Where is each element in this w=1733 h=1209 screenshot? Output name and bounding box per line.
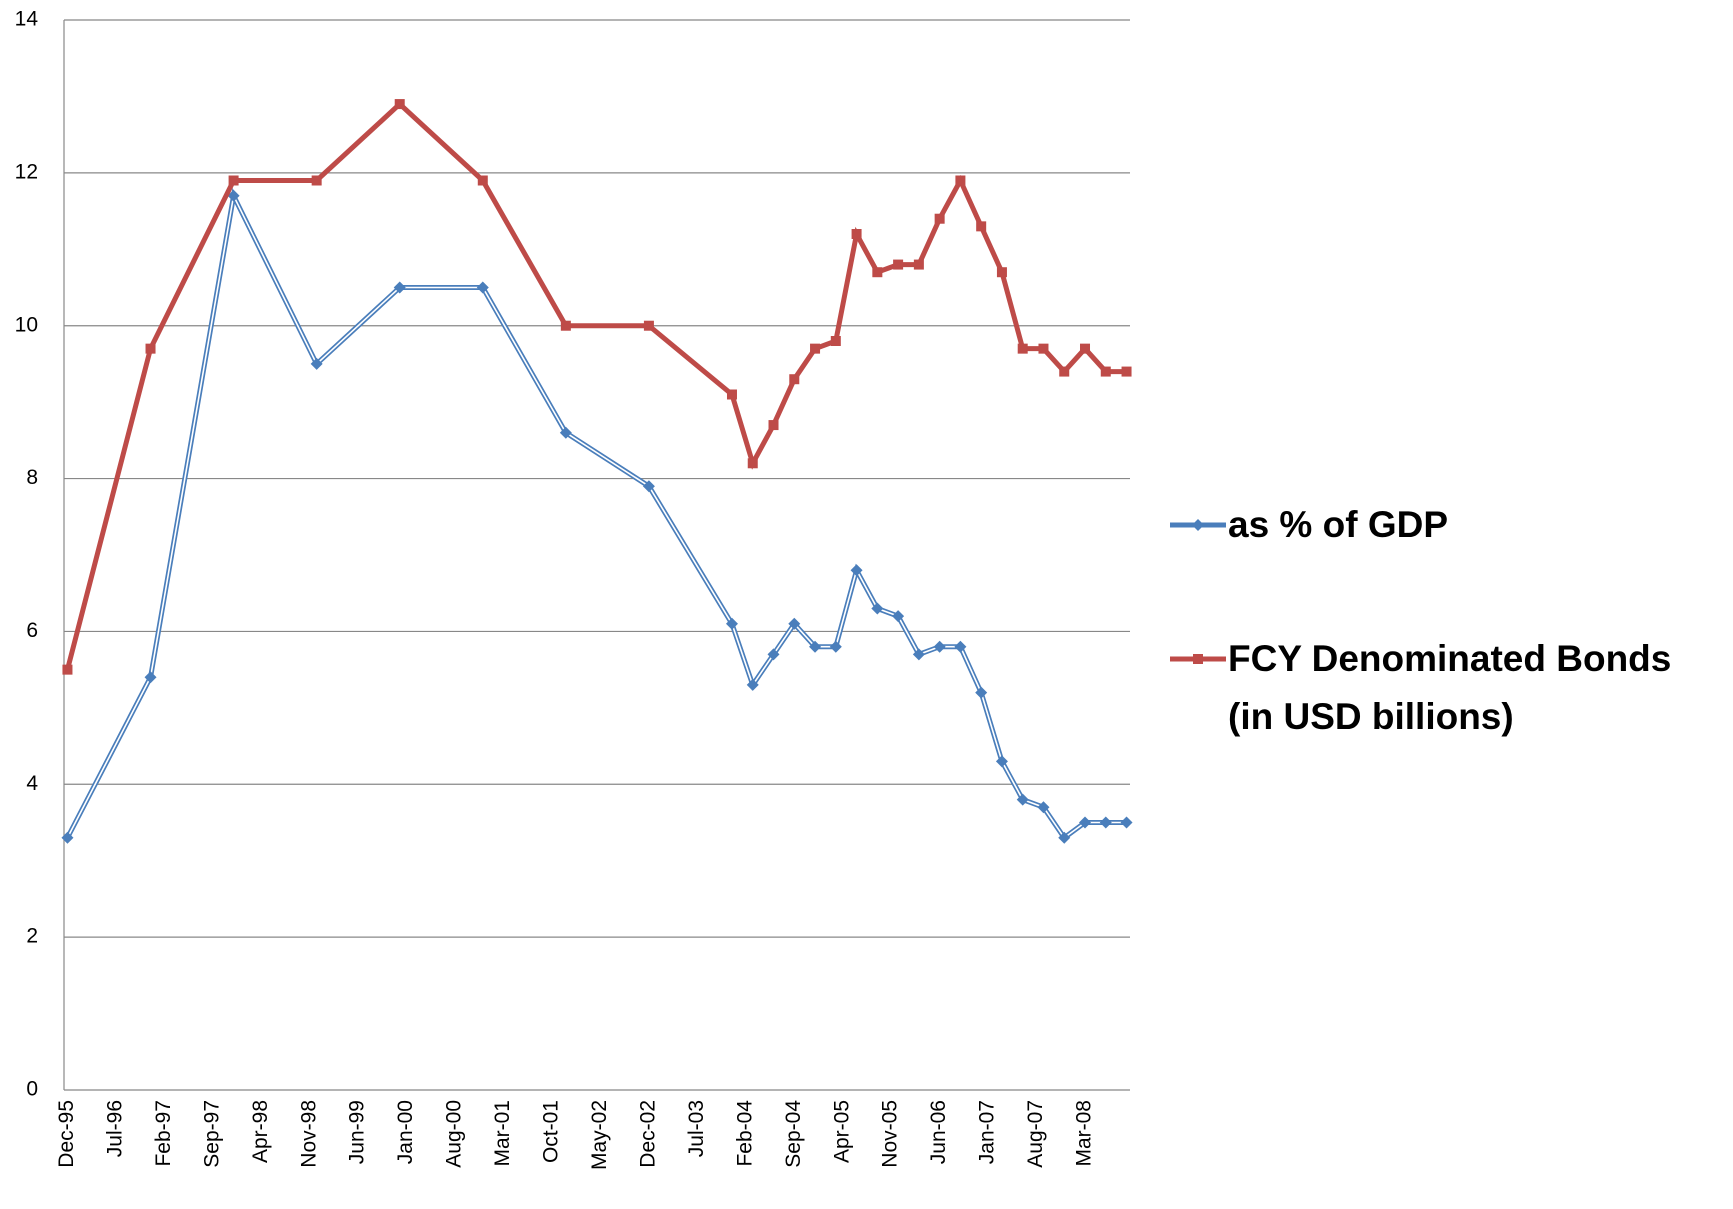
x-tick-label: Apr-98 <box>249 1100 272 1163</box>
legend-marker <box>1193 654 1203 664</box>
x-tick-label: Mar-08 <box>1073 1100 1096 1167</box>
marker <box>725 617 738 630</box>
marker <box>726 389 737 400</box>
marker <box>1037 801 1050 814</box>
y-tick-label: 2 <box>26 925 38 948</box>
marker <box>788 617 801 630</box>
marker <box>954 640 967 653</box>
x-tick-label: Mar-01 <box>491 1100 514 1167</box>
legend-marker <box>1192 519 1204 531</box>
marker <box>310 357 323 370</box>
marker <box>872 267 883 278</box>
marker <box>394 99 405 110</box>
x-tick-label: Dec-95 <box>55 1100 78 1168</box>
legend-label: FCY Denominated Bonds (in USD billions) <box>1228 638 1672 737</box>
marker <box>829 640 842 653</box>
y-tick-label: 14 <box>15 8 39 31</box>
x-tick-label: Apr-05 <box>830 1100 853 1163</box>
series-line-inner <box>66 193 1127 839</box>
marker <box>871 602 884 615</box>
x-tick-label: Aug-00 <box>443 1100 466 1168</box>
marker <box>850 564 863 577</box>
marker <box>1099 816 1112 829</box>
x-tick-label: Dec-02 <box>636 1100 659 1168</box>
marker <box>1017 343 1028 354</box>
legend-label: as % of GDP <box>1228 504 1448 545</box>
x-tick-label: Nov-05 <box>879 1100 902 1168</box>
marker <box>830 336 841 346</box>
marker <box>62 664 73 675</box>
y-tick-label: 8 <box>26 466 38 489</box>
marker <box>747 458 758 469</box>
x-tick-label: Sep-04 <box>782 1100 805 1168</box>
x-tick-label: Nov-98 <box>297 1100 320 1168</box>
marker <box>559 426 572 439</box>
series-line <box>65 187 1127 842</box>
marker <box>933 640 946 653</box>
marker <box>1059 366 1070 377</box>
marker <box>1080 343 1091 354</box>
x-tick-label: Jun-06 <box>927 1100 950 1164</box>
x-tick-label: Jul-03 <box>685 1100 708 1157</box>
marker <box>642 480 655 493</box>
marker <box>61 831 74 844</box>
x-tick-label: Jul-96 <box>103 1100 126 1157</box>
marker <box>767 648 780 661</box>
marker <box>789 374 800 385</box>
marker <box>228 175 239 186</box>
marker <box>893 259 904 270</box>
marker <box>995 755 1008 768</box>
marker <box>311 175 322 186</box>
y-tick-label: 12 <box>15 160 38 183</box>
y-tick-label: 0 <box>26 1078 38 1101</box>
marker <box>1100 366 1111 377</box>
marker <box>1079 816 1092 829</box>
marker <box>1058 831 1071 844</box>
marker <box>477 175 488 186</box>
x-tick-label: Jan-00 <box>394 1100 417 1164</box>
marker <box>1038 343 1049 354</box>
x-tick-label: Feb-97 <box>152 1100 175 1167</box>
marker <box>912 648 925 661</box>
y-tick-label: 4 <box>26 772 38 795</box>
marker <box>1121 366 1132 377</box>
marker <box>976 221 987 232</box>
marker <box>851 229 862 239</box>
marker <box>1016 793 1029 806</box>
x-tick-label: Oct-01 <box>540 1100 563 1163</box>
x-tick-label: Jan-07 <box>976 1100 999 1164</box>
marker <box>934 213 945 224</box>
x-tick-label: Jun-99 <box>346 1100 369 1164</box>
marker <box>227 189 240 202</box>
marker <box>393 281 406 294</box>
x-tick-label: May-02 <box>588 1100 611 1170</box>
marker <box>144 671 157 684</box>
marker <box>1120 816 1133 829</box>
marker <box>892 610 905 623</box>
x-tick-label: Aug-07 <box>1024 1100 1047 1168</box>
marker <box>560 320 571 331</box>
marker <box>809 640 822 653</box>
y-tick-label: 10 <box>15 313 38 336</box>
series-line <box>65 100 1127 671</box>
marker <box>975 686 988 699</box>
marker <box>810 343 821 354</box>
y-tick-label: 6 <box>26 619 38 642</box>
marker <box>746 678 759 691</box>
x-tick-label: Feb-04 <box>733 1100 756 1167</box>
marker <box>476 281 489 294</box>
marker <box>643 320 654 331</box>
marker <box>955 175 966 186</box>
marker <box>913 259 924 270</box>
marker <box>996 267 1007 278</box>
marker <box>145 343 156 354</box>
x-tick-label: Sep-97 <box>200 1100 223 1168</box>
marker <box>768 420 779 431</box>
